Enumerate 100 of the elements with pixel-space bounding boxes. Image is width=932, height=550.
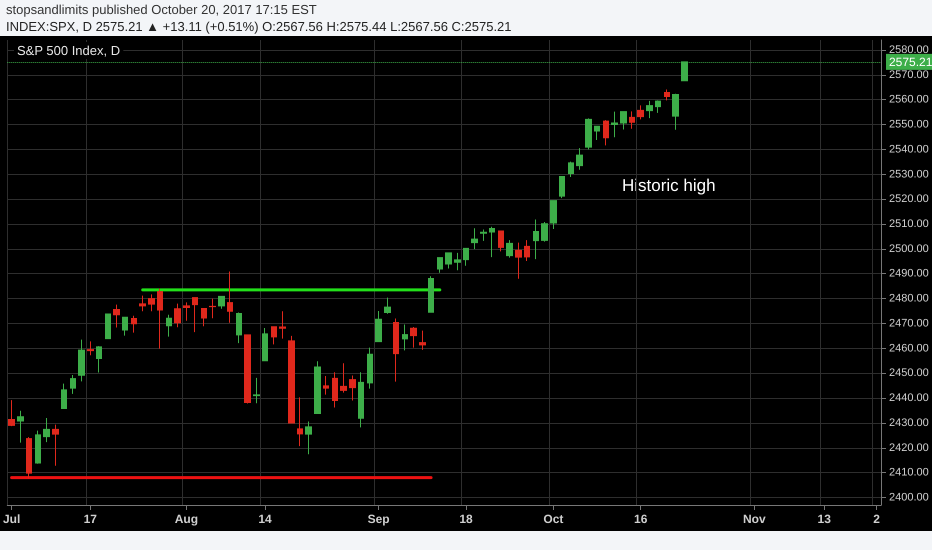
candlestick: [445, 252, 452, 270]
candlestick: [297, 396, 303, 447]
candlestick: [541, 222, 548, 242]
y-tick-label: 2580.00: [889, 44, 929, 56]
x-tick-label: Sep: [368, 512, 390, 526]
candlestick: [43, 417, 50, 443]
candlestick: [559, 176, 565, 199]
candlestick: [174, 303, 181, 328]
candlestick: [105, 314, 111, 340]
y-tick-label: 2420.00: [889, 442, 929, 454]
candlestick: [122, 316, 128, 336]
candlestick: [209, 298, 216, 319]
candlestick: [148, 294, 155, 312]
candlestick: [52, 424, 59, 466]
y-tick-label: 2530.00: [889, 168, 929, 180]
candlestick: [166, 314, 172, 338]
candlestick: [17, 410, 24, 444]
candlestick: [410, 326, 417, 348]
candlestick: [349, 374, 356, 402]
x-tick-label: 13: [818, 512, 832, 526]
y-tick-label: 2540.00: [889, 143, 929, 156]
candlestick: [489, 226, 495, 258]
candlestick: [201, 308, 207, 327]
candlestick: [568, 161, 574, 178]
candlestick: [620, 111, 627, 130]
chart-subtitle: INDEX:SPX, D 2575.21 ▲ +13.11 (+0.51%) O:2567.56 H:2575.44 L:2567.56 C:2575.21: [6, 19, 512, 34]
candlestick: [314, 360, 321, 414]
candlestick: [463, 248, 469, 266]
candlestick: [262, 327, 268, 362]
y-tick-label: 2440.00: [889, 392, 929, 404]
candlestick: [192, 297, 198, 333]
candlestick: [402, 324, 408, 351]
candlestick: [70, 374, 76, 394]
candlestick: [506, 240, 513, 258]
candlestick: [323, 375, 329, 396]
x-tick-label: 17: [84, 512, 98, 526]
candlestick: [393, 318, 399, 382]
candlestick: [454, 252, 461, 271]
candlestick: [157, 288, 163, 350]
candlestick: [131, 315, 137, 334]
candlestick: [611, 111, 618, 138]
y-tick-label: 2550.00: [889, 118, 929, 131]
candlestick: [332, 372, 338, 408]
candlestick: [664, 88, 670, 101]
y-tick-label: 2490.00: [889, 268, 929, 280]
candlestick: [367, 347, 373, 390]
y-tick-label: 2570.00: [889, 68, 929, 81]
candlestick: [576, 148, 583, 170]
candlestick: [113, 304, 120, 328]
candlestick: [524, 240, 530, 262]
y-tick-label: 2560.00: [889, 94, 929, 106]
x-tick-label: 18: [459, 512, 473, 526]
candlestick: [646, 100, 653, 119]
x-tick-label: 14: [258, 512, 272, 526]
candlestick: [271, 326, 277, 345]
candlestick: [340, 362, 347, 394]
candlestick: [183, 302, 190, 322]
candlestick: [603, 120, 609, 146]
x-tick-label: Oct: [543, 512, 564, 526]
candlestick: [655, 100, 661, 114]
y-tick-label: 2450.00: [889, 367, 929, 380]
candlestick: [139, 295, 146, 312]
candlestick: [35, 430, 41, 464]
candlestick: [515, 242, 522, 280]
candlestick: [78, 339, 85, 382]
y-tick-label: 2470.00: [889, 317, 929, 330]
candlestick: [672, 93, 679, 130]
candlestick: [26, 436, 32, 479]
y-tick-label: 2510.00: [889, 218, 929, 230]
candlestick: [96, 346, 102, 373]
candlestick: [236, 312, 242, 344]
x-tick-label: 16: [634, 512, 648, 526]
candlestick: [305, 420, 312, 455]
candlestick: [227, 271, 233, 324]
candlestick: [384, 297, 391, 314]
candlestick: [288, 335, 295, 424]
candlestick: [87, 340, 94, 356]
y-tick-label: 2500.00: [889, 242, 929, 255]
candlestick: [471, 228, 478, 250]
x-tick-label: Aug: [174, 512, 198, 526]
candlestick: [358, 372, 364, 428]
candlestick: [61, 383, 67, 410]
candlestick: [253, 377, 260, 404]
ref-line-label: 2575.21: [889, 54, 932, 69]
text: stopsandlimits published October 20, 2017 17:15 EST: [6, 2, 317, 17]
y-tick-label: 2400.00: [889, 492, 929, 504]
candlestick: [428, 276, 434, 313]
candlestick: [279, 310, 286, 340]
candlestick: [375, 310, 382, 342]
candlestick: [550, 200, 557, 230]
x-tick-label: Nov: [742, 512, 766, 526]
candlestick: [629, 110, 635, 130]
y-tick-label: 2410.00: [889, 466, 929, 479]
chart-title: S&P 500 Index, D: [17, 43, 120, 58]
candlestick: [419, 330, 426, 350]
y-tick-label: 2520.00: [889, 193, 929, 206]
candlestick: [437, 257, 443, 274]
candlestick: [8, 400, 15, 427]
candlestick: [244, 334, 251, 404]
candlestick: [218, 296, 225, 310]
